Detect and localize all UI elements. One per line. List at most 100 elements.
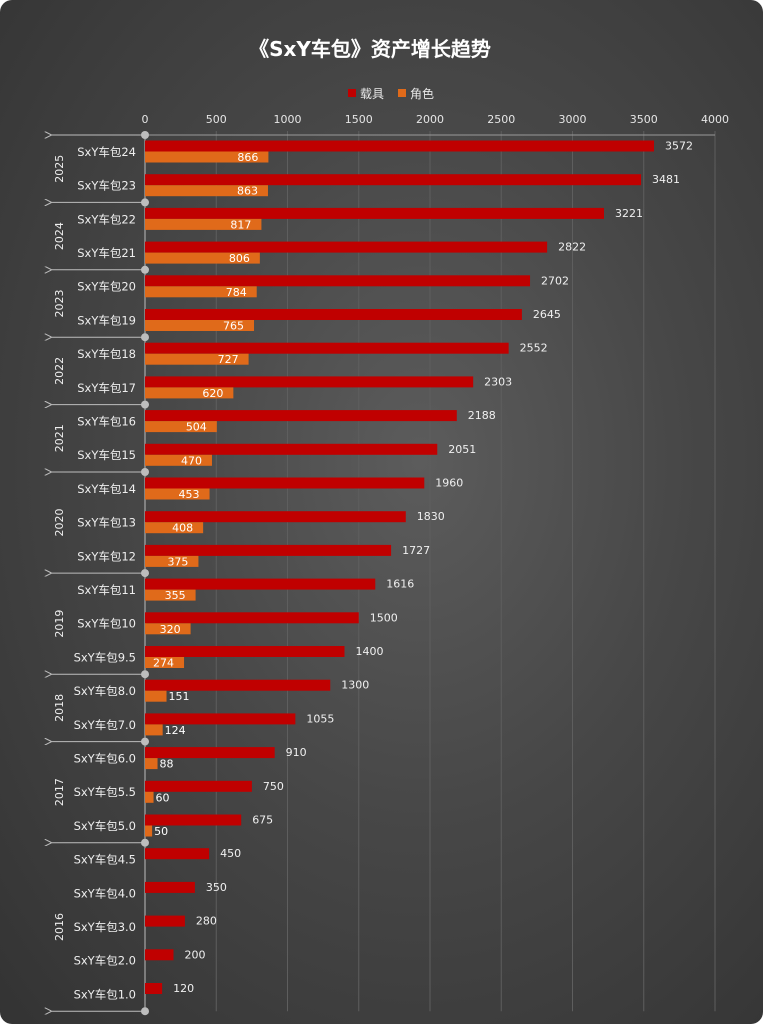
x-tick-label: 500 [206, 113, 227, 126]
bar-character [145, 353, 249, 365]
year-separator-dot [141, 838, 149, 847]
bar-vehicle [145, 174, 642, 186]
year-label: 2024 [53, 222, 66, 250]
bars [145, 140, 655, 994]
data-label-character: 866 [237, 151, 258, 164]
category-label: SxY车包10 [77, 617, 136, 631]
bar-vehicle [145, 309, 522, 320]
bar-character [145, 657, 185, 668]
year-separator-dot [141, 1007, 149, 1016]
category-label: SxY车包16 [77, 414, 136, 428]
data-label-character: 320 [160, 623, 181, 636]
x-tick-label: 0 [142, 113, 149, 126]
category-label: SxY车包5.0 [74, 819, 136, 833]
chart-title: 《SxY车包》资产增长趋势 [249, 37, 491, 61]
data-label-vehicle: 2822 [558, 241, 586, 254]
data-label-character: 817 [230, 218, 251, 231]
year-label: 2018 [53, 694, 66, 722]
bar-vehicle [145, 443, 438, 455]
data-label-character: 151 [169, 690, 190, 703]
year-label: 2021 [53, 424, 66, 452]
category-label: SxY车包20 [77, 280, 136, 294]
x-tick-label: 3500 [630, 113, 658, 126]
bar-character [145, 320, 255, 331]
data-label-vehicle: 1300 [341, 679, 369, 692]
data-label-character: 470 [181, 454, 202, 467]
data-label-vehicle: 2552 [520, 342, 548, 355]
category-label: SxY车包11 [77, 583, 136, 597]
category-label: SxY车包13 [77, 516, 136, 530]
bar-character [145, 185, 268, 197]
x-axis-ticks: 0 500 1000 1500 2000 2500 3000 3500 4000 [142, 113, 730, 126]
year-separator-dot [141, 468, 149, 476]
data-label-vehicle: 2702 [541, 274, 569, 287]
category-label: SxY车包4.5 [74, 853, 136, 867]
year-separator-dot [141, 333, 149, 342]
legend-label-character: 角色 [410, 87, 434, 101]
data-label-vehicle: 2303 [484, 375, 512, 388]
bar-character [145, 421, 217, 433]
data-label-character: 375 [167, 555, 188, 568]
bar-vehicle [145, 376, 474, 388]
data-label-character: 274 [153, 657, 174, 670]
legend-label-vehicle: 载具 [360, 87, 384, 101]
data-label-vehicle: 3481 [652, 173, 680, 186]
year-separator-dot [141, 569, 149, 578]
bar-vehicle [145, 612, 359, 624]
bar-character [145, 724, 163, 736]
bar-character [145, 252, 260, 264]
year-label: 2025 [53, 155, 66, 183]
year-label: 2022 [53, 357, 66, 385]
data-label-vehicle: 910 [286, 746, 307, 759]
data-labels: 3572 866 3481 863 3221 817 2822 806 2702 784 2645 7… [153, 140, 693, 996]
bar-character [145, 488, 210, 500]
year-label: 2019 [53, 610, 66, 638]
data-label-character: 727 [218, 353, 239, 366]
year-label: 2023 [53, 290, 66, 318]
data-label-character: 765 [223, 320, 244, 333]
data-label-character: 355 [165, 589, 186, 602]
bar-vehicle [145, 949, 174, 961]
bar-vehicle [145, 140, 655, 152]
data-label-vehicle: 1500 [370, 611, 398, 624]
data-label-character: 88 [160, 758, 174, 771]
data-label-vehicle: 1960 [435, 477, 463, 490]
bar-vehicle [145, 207, 604, 219]
bar-vehicle [145, 881, 195, 893]
bar-character [145, 387, 234, 399]
category-label: SxY车包1.0 [74, 987, 136, 1001]
x-tick-label: 3000 [559, 113, 587, 126]
year-separator-dot [141, 198, 149, 207]
category-label: SxY车包3.0 [74, 920, 136, 934]
data-label-vehicle: 350 [206, 881, 227, 894]
category-label: SxY车包15 [77, 448, 136, 462]
data-label-character: 863 [237, 185, 258, 198]
legend-swatch-character [398, 89, 406, 97]
category-axis: SxY车包24 SxY车包23 SxY车包22 SxY车包21 SxY车包20 SxY车包… [74, 145, 136, 1001]
bar-vehicle [145, 747, 275, 759]
data-label-character: 124 [165, 724, 186, 737]
data-label-vehicle: 750 [263, 780, 284, 793]
category-label: SxY车包8.0 [74, 684, 136, 698]
data-label-vehicle: 2051 [448, 443, 476, 456]
bar-vehicle [145, 646, 345, 657]
category-label: SxY车包21 [77, 246, 136, 260]
year-separator-dot [141, 131, 149, 139]
bar-vehicle [145, 679, 331, 691]
data-label-character: 60 [156, 791, 170, 804]
bar-vehicle [145, 983, 163, 994]
data-label-vehicle: 120 [173, 982, 194, 995]
bar-character [145, 454, 212, 466]
category-label: SxY车包18 [77, 347, 136, 361]
year-separator-dot [141, 670, 149, 679]
data-label-character: 453 [179, 488, 200, 501]
bar-character [145, 791, 154, 803]
data-label-vehicle: 2645 [533, 308, 561, 321]
bar-character [145, 286, 257, 298]
bar-vehicle [145, 713, 296, 725]
bar-vehicle [145, 241, 548, 253]
bar-vehicle [145, 410, 457, 422]
bar-vehicle [145, 915, 185, 927]
